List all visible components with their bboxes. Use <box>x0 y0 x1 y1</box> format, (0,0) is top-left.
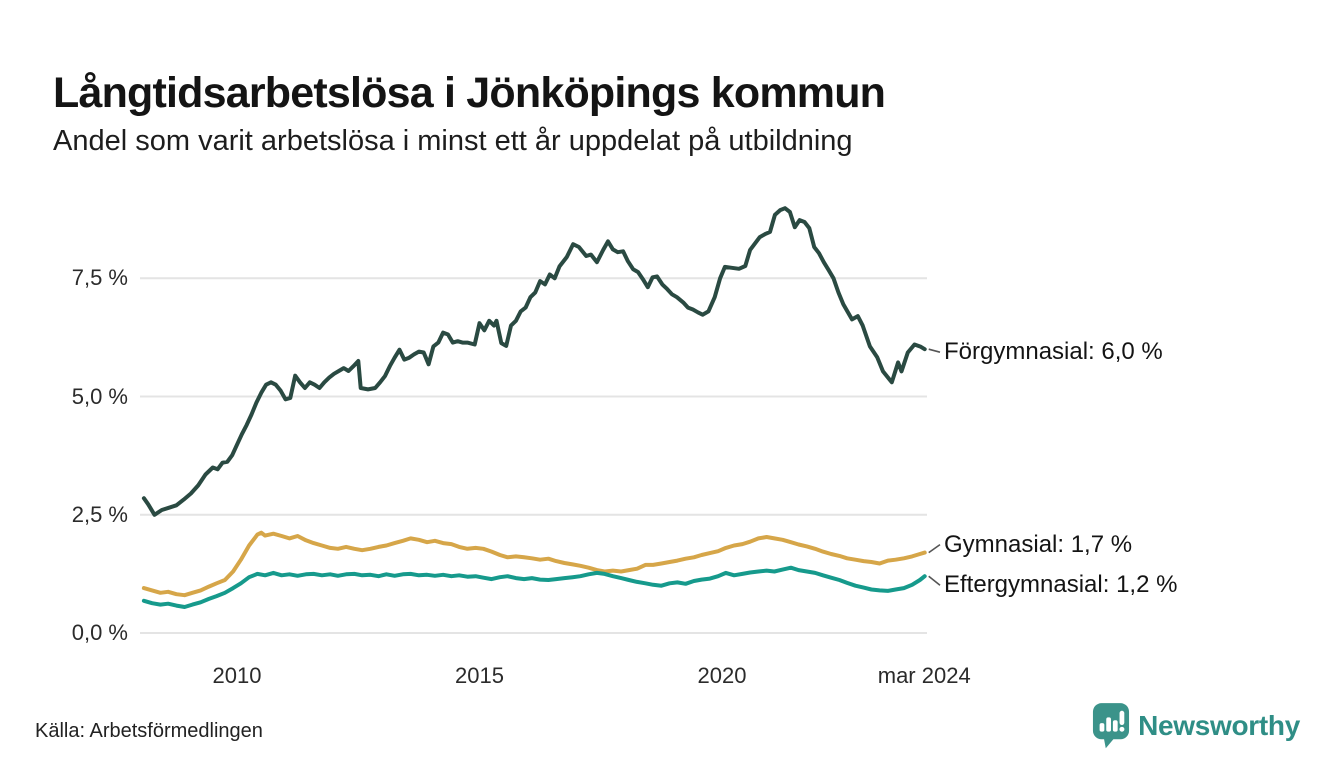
chart-subtitle: Andel som varit arbetslösa i minst ett å… <box>53 125 853 157</box>
x-tick-label: 2020 <box>697 663 747 688</box>
y-tick-label: 5,0 % <box>71 383 128 409</box>
y-tick-label: 0,0 % <box>71 620 128 645</box>
y-tick-label: 7,5 % <box>71 265 128 291</box>
x-tick-label: 2010 <box>212 663 262 688</box>
page-title: Långtidsarbetslösa i Jönköpings kommun <box>53 68 886 117</box>
x-tick-label: mar 2024 <box>877 663 971 688</box>
newsworthy-wordmark: Newsworthy <box>1138 709 1300 741</box>
source-note: Källa: Arbetsförmedlingen <box>35 720 263 742</box>
series-line-forgymnasial <box>141 206 927 517</box>
label-leader-line-forgymnasial <box>928 348 941 353</box>
series-line-gymnasial <box>141 530 927 598</box>
series-label-gymnasial: Gymnasial: 1,7 % <box>944 530 1133 558</box>
series-label-forgymnasial: Förgymnasial: 6,0 % <box>944 338 1163 366</box>
newsworthy-bubble-chart-icon <box>1092 702 1130 749</box>
series-line-eftergymnasial <box>141 565 927 609</box>
x-tick-label: 2015 <box>455 663 504 688</box>
series-label-eftergymnasial: Eftergymnasial: 1,2 % <box>944 571 1178 599</box>
label-leader-line-eftergymnasial <box>928 575 941 586</box>
label-leader-line-gymnasial <box>928 543 941 554</box>
newsworthy-logo: Newsworthy <box>1092 702 1300 749</box>
y-tick-label: 2,5 % <box>71 501 128 527</box>
